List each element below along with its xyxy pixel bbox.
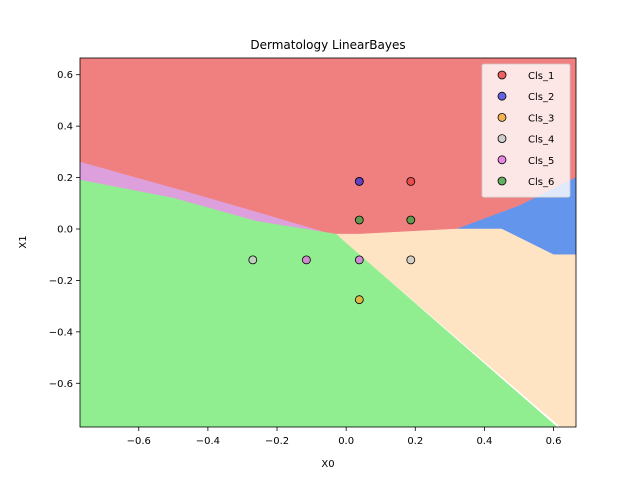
x-tick-label: −0.4	[196, 436, 220, 447]
region-cls-6	[80, 179, 558, 427]
legend-label-cls-2: Cls_2	[528, 92, 554, 103]
point-cls-6-1	[406, 215, 416, 225]
y-tick-label: −0.4	[49, 327, 73, 338]
point-cls-5-0	[301, 255, 311, 265]
point-cls-1-1	[406, 176, 416, 186]
x-tick-label: −0.2	[265, 436, 289, 447]
x-tick-label: 0.2	[407, 436, 423, 447]
x-tick-label: 0.6	[546, 436, 562, 447]
y-axis: −0.6 −0.4 −0.2 0.0 0.2 0.4 0.6	[49, 70, 80, 390]
point-cls-2-0	[354, 176, 364, 186]
legend-marker-cls-3	[497, 113, 507, 122]
legend-box	[481, 63, 571, 198]
point-cls-4-0	[248, 255, 258, 265]
region-cls-4	[335, 228, 576, 427]
x-axis-label: X0	[321, 459, 334, 470]
chart-title: Dermatology LinearBayes	[250, 38, 405, 52]
legend-label-cls-5: Cls_5	[528, 156, 554, 167]
legend-marker-cls-4	[497, 134, 507, 144]
legend-label-cls-6: Cls_6	[528, 177, 554, 188]
legend-marker-cls-1	[497, 70, 507, 80]
point-cls-4-1	[406, 255, 416, 265]
legend: Cls_1 Cls_2 Cls_3 Cls_4 Cls_5 Cls_6	[481, 63, 571, 198]
plot-frame	[79, 57, 577, 428]
y-tick-label: 0.2	[57, 173, 73, 184]
legend-marker-cls-5	[497, 155, 507, 165]
y-tick-label: 0.0	[57, 225, 73, 236]
point-cls-3-0	[354, 295, 364, 305]
y-tick-label: 0.6	[57, 70, 73, 81]
legend-marker-cls-6	[497, 176, 507, 186]
y-tick-label: −0.2	[49, 276, 73, 287]
y-tick-label: 0.4	[57, 122, 73, 133]
point-cls-5-1	[354, 255, 364, 265]
legend-label-cls-3: Cls_3	[528, 113, 554, 124]
legend-label-cls-4: Cls_4	[528, 135, 554, 146]
y-tick-label: −0.6	[49, 379, 73, 390]
legend-marker-cls-2	[497, 91, 507, 101]
x-tick-label: −0.6	[127, 436, 151, 447]
legend-label-cls-1: Cls_1	[528, 71, 554, 82]
scatter-points	[248, 176, 416, 305]
point-cls-6-0	[354, 215, 364, 225]
y-axis-label: X1	[18, 235, 29, 248]
decision-regions	[80, 58, 576, 427]
x-tick-label: 0.4	[476, 436, 492, 447]
x-tick-label: 0.0	[338, 436, 354, 447]
x-axis: −0.6 −0.4 −0.2 0.0 0.2 0.4 0.6	[127, 427, 562, 447]
